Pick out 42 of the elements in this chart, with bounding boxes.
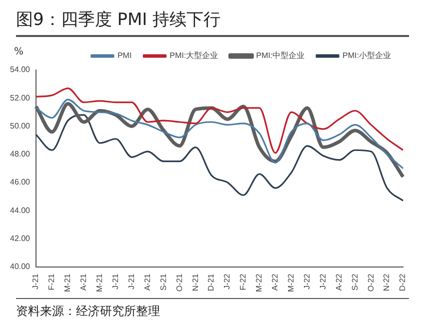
x-tick-label: J-22	[302, 273, 312, 290]
x-tick-label: J-21	[31, 273, 40, 290]
chart-title: 图9：四季度 PMI 持续下行	[16, 8, 409, 37]
legend-label: PMI	[117, 51, 132, 60]
y-tick-label: 42.00	[10, 234, 31, 243]
x-tick-label: D-22	[398, 273, 408, 292]
y-tick-label: 48.00	[10, 150, 31, 159]
line-series	[35, 87, 404, 154]
x-tick-label: O-21	[174, 273, 184, 292]
x-tick-label: A-21	[142, 273, 152, 291]
x-tick-label: S-22	[350, 273, 360, 291]
x-tick-label: F-22	[238, 273, 248, 290]
x-tick-label: M-21	[95, 273, 104, 292]
y-tick-label: 54.00	[10, 65, 31, 74]
y-tick-label: 50.00	[10, 121, 31, 130]
x-tick-label: N-22	[382, 273, 392, 292]
legend-label: PMI:大型企业	[170, 51, 218, 60]
legend-label: PMI:中型企业	[256, 51, 305, 60]
x-tick-label: D-21	[206, 273, 216, 292]
y-tick-label: 52.00	[10, 93, 31, 102]
x-tick-label: J-22	[318, 273, 328, 290]
x-tick-label: S-21	[158, 273, 168, 291]
line-series	[35, 114, 404, 202]
x-tick-label: M-22	[286, 273, 296, 292]
x-tick-label: A-22	[270, 273, 280, 291]
y-tick-label: 46.00	[10, 178, 31, 187]
y-axis-title: %	[14, 46, 24, 58]
y-tick-label: 44.00	[10, 206, 31, 215]
x-tick-label: J-21	[126, 273, 136, 290]
legend-label: PMI:小型企业	[342, 51, 392, 60]
x-tick-label: A-21	[79, 273, 88, 291]
x-tick-label: M-21	[63, 273, 72, 292]
x-tick-label: N-21	[190, 273, 200, 292]
line-series	[35, 98, 404, 170]
x-tick-label: A-22	[334, 273, 344, 291]
x-tick-label: J-22	[222, 273, 232, 290]
x-tick-label: O-22	[366, 273, 376, 292]
x-tick-label: J-21	[111, 273, 120, 290]
x-tick-label: F-21	[47, 273, 56, 290]
text: 资料来源：经济研究所整理	[16, 298, 409, 320]
x-tick-label: M-22	[254, 273, 264, 292]
y-tick-label: 40.00	[10, 262, 31, 271]
